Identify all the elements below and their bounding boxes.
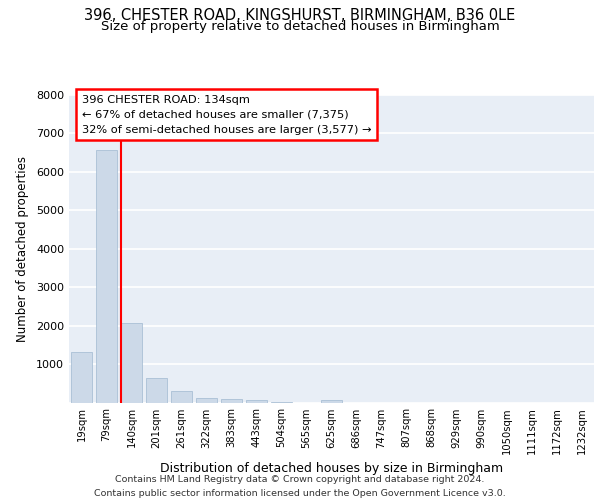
- Bar: [96, 150, 117, 402]
- Bar: [71, 352, 92, 403]
- Text: 396 CHESTER ROAD: 134sqm
← 67% of detached houses are smaller (7,375)
32% of sem: 396 CHESTER ROAD: 134sqm ← 67% of detach…: [82, 95, 371, 134]
- Bar: [246, 400, 267, 402]
- Bar: [196, 398, 217, 402]
- Text: Contains HM Land Registry data © Crown copyright and database right 2024.
Contai: Contains HM Land Registry data © Crown c…: [94, 476, 506, 498]
- Bar: [171, 391, 192, 402]
- Text: Size of property relative to detached houses in Birmingham: Size of property relative to detached ho…: [101, 20, 499, 33]
- Y-axis label: Number of detached properties: Number of detached properties: [16, 156, 29, 342]
- Bar: [146, 378, 167, 402]
- Bar: [221, 400, 242, 402]
- X-axis label: Distribution of detached houses by size in Birmingham: Distribution of detached houses by size …: [160, 462, 503, 475]
- Bar: [121, 322, 142, 402]
- Bar: [321, 400, 342, 402]
- Text: 396, CHESTER ROAD, KINGSHURST, BIRMINGHAM, B36 0LE: 396, CHESTER ROAD, KINGSHURST, BIRMINGHA…: [85, 8, 515, 22]
